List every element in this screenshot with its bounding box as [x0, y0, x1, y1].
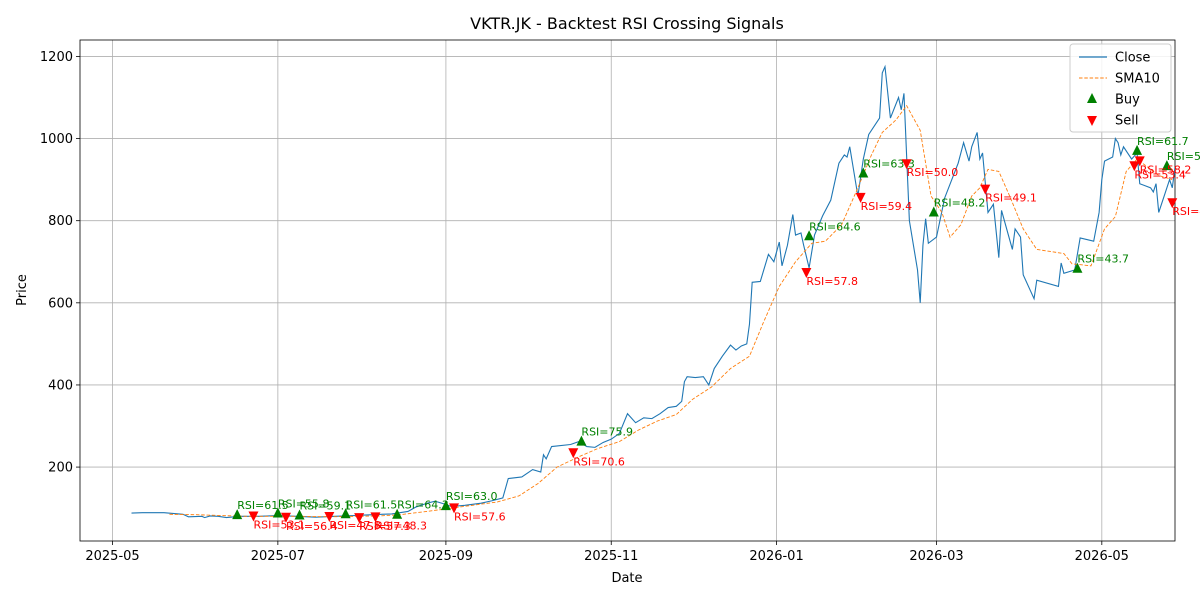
- y-tick-label: 200: [48, 461, 73, 476]
- sell-label: RSI=47.8: [329, 519, 381, 532]
- sell-label: RSI=46.6: [1172, 205, 1200, 218]
- x-tick-label: 2026-05: [1075, 549, 1129, 564]
- buy-label: RSI=61.5: [346, 498, 398, 511]
- buy-label: RSI=63.3: [863, 157, 915, 170]
- sell-marker: [354, 513, 365, 524]
- legend-label: Sell: [1115, 114, 1138, 129]
- buy-marker: [1072, 262, 1083, 273]
- grid: [80, 40, 1175, 541]
- sell-marker: [568, 448, 579, 459]
- sell-marker: [280, 512, 291, 523]
- x-tick-label: 2025-09: [419, 549, 473, 564]
- buy-label: RSI=55.8: [278, 497, 330, 510]
- sell-label: RSI=70.6: [573, 455, 625, 468]
- legend-label: Close: [1115, 51, 1150, 66]
- sell-marker: [324, 511, 335, 522]
- sell-label: RSI=56.4: [286, 520, 338, 533]
- x-tick-label: 2026-01: [749, 549, 803, 564]
- x-axis-title: Date: [611, 571, 642, 586]
- sell-marker: [449, 503, 460, 514]
- buy-label: RSI=61.7: [1137, 135, 1189, 148]
- sell-marker: [248, 511, 259, 522]
- y-tick-label: 600: [48, 296, 73, 311]
- sell-marker: [855, 192, 866, 203]
- buy-marker: [1132, 144, 1143, 155]
- buy-label: RSI=63.0: [446, 490, 498, 503]
- buy-marker: [928, 206, 939, 217]
- x-tick-label: 2025-07: [251, 549, 305, 564]
- legend-label: Buy: [1115, 93, 1140, 108]
- axes: 2025-05 2025-07 2025-09 2025-11 2026-01 2026-…: [40, 39, 1176, 564]
- axes-frame: [79, 39, 1176, 542]
- y-axis-title: Price: [15, 274, 30, 306]
- sell-label: RSI=49.1: [985, 192, 1037, 205]
- buy-label: RSI=64.3: [397, 499, 449, 512]
- series-line-sma10: [169, 104, 1173, 518]
- buy-label: RSI=55.6: [1167, 150, 1200, 163]
- x-tick-label: 2026-03: [909, 549, 963, 564]
- buy-marker: [232, 509, 243, 520]
- y-tick-label: 400: [48, 378, 73, 393]
- buy-marker: [440, 500, 451, 511]
- sell-label: RSI=53.1: [253, 519, 305, 532]
- y-tick-label: 800: [48, 214, 73, 229]
- sell-marker: [801, 268, 812, 279]
- buy-marker: [1161, 160, 1172, 171]
- legend-swatch-sell: [1087, 116, 1097, 126]
- buy-label: RSI=64.6: [809, 220, 861, 233]
- buy-label: RSI=48.2: [934, 196, 986, 209]
- legend-label: SMA10: [1115, 72, 1160, 87]
- y-tick-label: 1000: [40, 132, 73, 147]
- buy-marker: [858, 167, 869, 178]
- sell-marker: [901, 159, 912, 170]
- buy-marker: [392, 508, 403, 519]
- sell-marker: [980, 184, 991, 195]
- buy-label: RSI=61.5: [237, 499, 289, 512]
- sell-marker: [1134, 156, 1145, 167]
- buy-marker: [294, 509, 305, 520]
- x-tick-label: 2025-11: [584, 549, 638, 564]
- sell-label: RSI=57.3: [359, 520, 411, 533]
- sell-label: RSI=59.4: [861, 200, 913, 213]
- buy-marker: [576, 435, 587, 446]
- buy-label: RSI=75.9: [581, 426, 633, 439]
- chart-title: VKTR.JK - Backtest RSI Crossing Signals: [470, 14, 784, 33]
- sell-marker: [370, 512, 381, 523]
- buy-label: RSI=59.1: [300, 500, 352, 513]
- sell-label: RSI=53.4: [1134, 168, 1186, 181]
- legend-box: [1069, 43, 1172, 133]
- sell-label: RSI=48.3: [375, 519, 427, 532]
- sell-label: RSI=50.0: [907, 166, 959, 179]
- sell-label: RSI=57.6: [454, 510, 506, 523]
- legend: Close SMA10 Buy Sell: [1069, 43, 1172, 133]
- buy-marker: [804, 230, 815, 241]
- x-tick-label: 2025-05: [85, 549, 139, 564]
- legend-swatch-buy: [1087, 93, 1097, 103]
- buy-marker: [272, 507, 283, 518]
- buy-marker: [340, 508, 351, 519]
- sell-label: RSI=58.2: [1140, 163, 1192, 176]
- buy-label: RSI=43.7: [1077, 253, 1129, 266]
- y-tick-label: 1200: [40, 50, 73, 65]
- sell-label: RSI=57.8: [806, 275, 858, 288]
- sell-marker: [1167, 198, 1178, 209]
- sell-marker: [1129, 161, 1140, 172]
